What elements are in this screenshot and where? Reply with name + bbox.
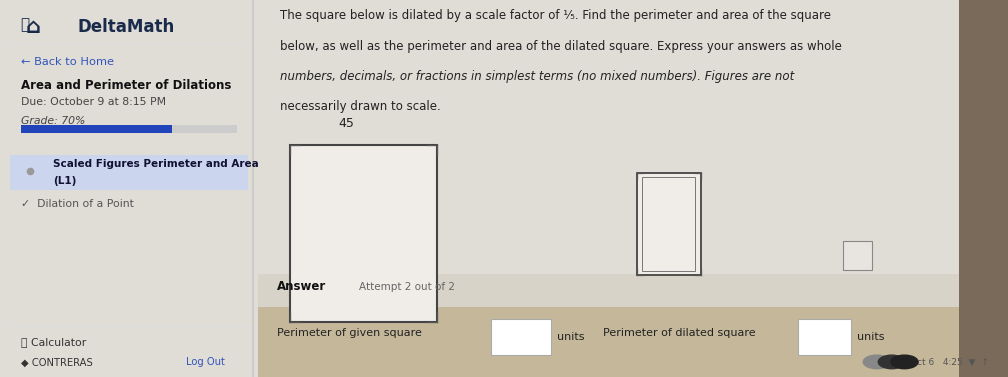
Text: units: units bbox=[857, 333, 884, 342]
Text: below, as well as the perimeter and area of the dilated square. Express your ans: below, as well as the perimeter and area… bbox=[280, 40, 843, 52]
Text: 45: 45 bbox=[338, 117, 354, 130]
Text: Answer: Answer bbox=[277, 280, 326, 293]
Bar bbox=[20, 125, 237, 133]
Text: Perimeter of given square: Perimeter of given square bbox=[277, 328, 421, 337]
Bar bbox=[798, 319, 851, 355]
Text: Attempt 2 out of 2: Attempt 2 out of 2 bbox=[359, 282, 456, 291]
Text: 🎓: 🎓 bbox=[20, 17, 30, 32]
Text: necessarily drawn to scale.: necessarily drawn to scale. bbox=[280, 100, 442, 113]
Text: ◆ CONTRERAS: ◆ CONTRERAS bbox=[20, 357, 93, 368]
Bar bbox=[258, 274, 960, 307]
Bar bbox=[843, 241, 872, 270]
Circle shape bbox=[891, 355, 918, 369]
Text: units: units bbox=[556, 333, 584, 342]
Bar bbox=[642, 177, 696, 271]
Text: numbers, decimals, or fractions in simplest terms (no mixed numbers). Figures ar: numbers, decimals, or fractions in simpl… bbox=[280, 70, 794, 83]
Text: ⌂: ⌂ bbox=[26, 17, 40, 37]
Text: ← Back to Home: ← Back to Home bbox=[20, 57, 114, 67]
Bar bbox=[491, 319, 550, 355]
Text: (L1): (L1) bbox=[52, 176, 77, 186]
Text: Log Out: Log Out bbox=[185, 357, 225, 368]
Bar bbox=[637, 173, 701, 275]
Circle shape bbox=[863, 355, 890, 369]
Circle shape bbox=[878, 355, 905, 369]
Text: Area and Perimeter of Dilations: Area and Perimeter of Dilations bbox=[20, 79, 231, 92]
Text: Due: October 9 at 8:15 PM: Due: October 9 at 8:15 PM bbox=[20, 97, 165, 107]
Bar bbox=[20, 125, 172, 133]
Bar bbox=[10, 155, 248, 190]
Text: Grade: 70%: Grade: 70% bbox=[20, 116, 85, 126]
Text: Scaled Figures Perimeter and Area: Scaled Figures Perimeter and Area bbox=[52, 159, 259, 169]
Text: Perimeter of dilated square: Perimeter of dilated square bbox=[603, 328, 756, 337]
Bar bbox=[290, 145, 436, 322]
Text: 🖩 Calculator: 🖩 Calculator bbox=[20, 337, 86, 347]
Text: DeltaMath: DeltaMath bbox=[78, 18, 174, 36]
Bar bbox=[960, 0, 1008, 377]
Bar bbox=[258, 307, 960, 377]
Text: ✓  Dilation of a Point: ✓ Dilation of a Point bbox=[20, 199, 133, 209]
Text: The square below is dilated by a scale factor of ¹⁄₅. Find the perimeter and are: The square below is dilated by a scale f… bbox=[280, 9, 832, 22]
Text: Oct 6   4:25  ▼  ↑: Oct 6 4:25 ▼ ↑ bbox=[910, 357, 989, 366]
